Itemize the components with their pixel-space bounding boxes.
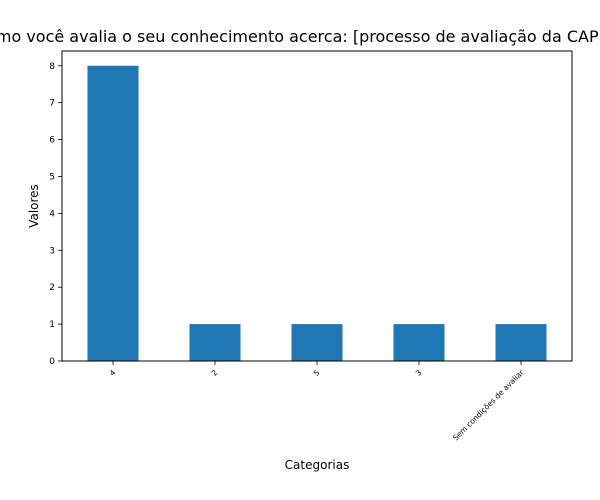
bar-1 bbox=[189, 324, 241, 361]
y-tick-label-8: 8 bbox=[49, 62, 55, 72]
bar-4 bbox=[495, 324, 547, 361]
y-tick-label-5: 5 bbox=[49, 172, 55, 182]
y-tick-label-6: 6 bbox=[49, 136, 55, 146]
plot-frame bbox=[61, 50, 573, 362]
bar-3 bbox=[393, 324, 445, 361]
y-tick-label-1: 1 bbox=[49, 320, 55, 330]
bar-0 bbox=[87, 65, 139, 361]
x-tick-label-2: 5 bbox=[312, 368, 322, 378]
x-axis: 4 2 5 3 Sem condições de avaliar bbox=[108, 361, 526, 442]
y-tick-label-2: 2 bbox=[49, 283, 55, 293]
x-tick-label-1: 2 bbox=[210, 368, 220, 378]
x-axis-label: Categorias bbox=[285, 458, 350, 472]
chart-title: Como você avalia o seu conhecimento acer… bbox=[0, 27, 600, 46]
x-tick-label-4: Sem condições de avaliar bbox=[451, 367, 526, 442]
x-tick-label-0: 4 bbox=[108, 368, 118, 378]
bar-2 bbox=[291, 324, 343, 361]
y-tick-label-0: 0 bbox=[49, 357, 55, 367]
y-tick-label-4: 4 bbox=[49, 209, 55, 219]
y-axis-label: Valores bbox=[27, 184, 41, 228]
y-tick-label-7: 7 bbox=[49, 99, 55, 109]
bars-group bbox=[87, 65, 547, 361]
x-tick-label-3: 3 bbox=[414, 368, 424, 378]
y-axis: 0 1 2 3 4 5 6 7 8 bbox=[49, 62, 62, 367]
y-tick-label-3: 3 bbox=[49, 246, 55, 256]
